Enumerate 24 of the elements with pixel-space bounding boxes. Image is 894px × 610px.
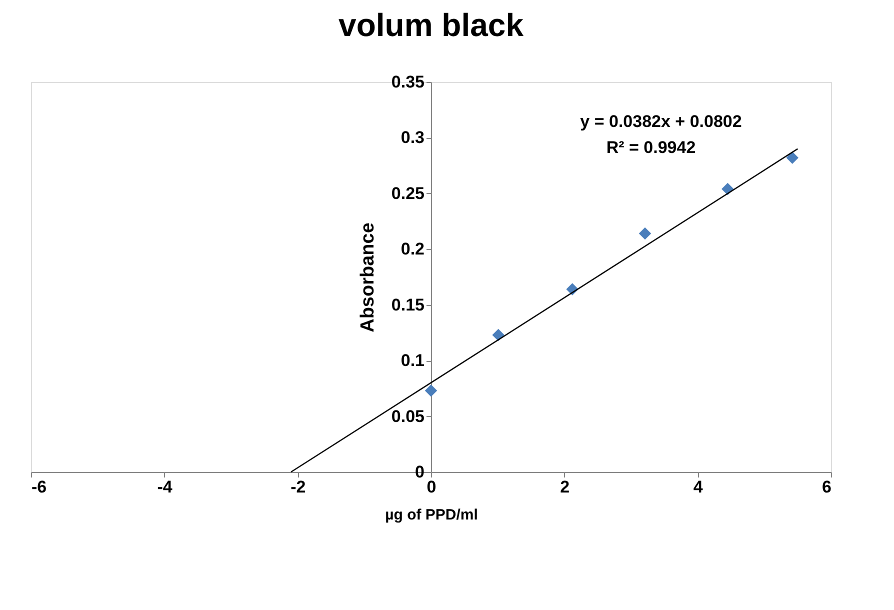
y-axis-title: Absorbance: [357, 222, 378, 332]
y-tick-label: 0.3: [400, 128, 424, 148]
x-tick-label: -4: [157, 478, 173, 496]
annotation: R² = 0.9942: [606, 138, 696, 157]
y-tick-label: 0: [415, 462, 424, 482]
point: [786, 152, 798, 164]
y-tick-label: 0.05: [391, 406, 424, 426]
x-axis-title: µg of PPD/ml: [385, 506, 478, 524]
annotation: y = 0.0382x + 0.0802: [580, 112, 742, 131]
y-tick-label: 0.1: [400, 351, 424, 370]
x-tick-label: 6: [822, 478, 832, 496]
y-tick-label: 0.35: [391, 72, 424, 92]
x-tick-label: 2: [560, 478, 570, 496]
point: [424, 384, 438, 397]
x-tick-label: -2: [290, 478, 306, 496]
chart-title: volum black: [338, 7, 524, 43]
x-tick-label: 4: [693, 478, 704, 496]
y-tick-label: 0.25: [391, 184, 424, 203]
point: [492, 328, 504, 342]
point: [638, 227, 652, 240]
y-tick-label: 0.2: [400, 240, 424, 259]
x-tick-label: -6: [32, 478, 47, 496]
x-tick-label: 0: [426, 478, 436, 496]
y-tick-label: 0.15: [391, 295, 424, 314]
